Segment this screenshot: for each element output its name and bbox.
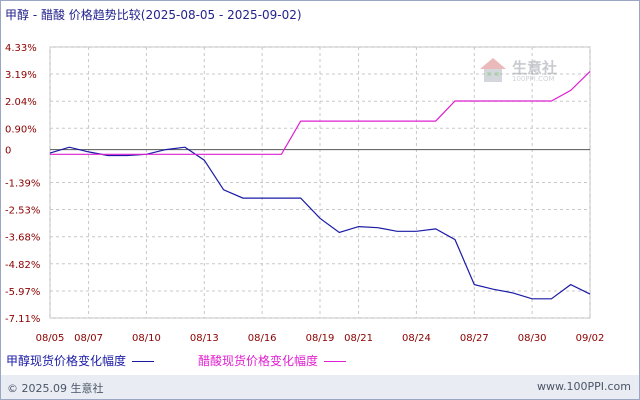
series-lines <box>49 70 591 300</box>
legend-label-methanol: 甲醇现货价格变化幅度 <box>6 354 127 368</box>
y-tick-label: -4.82% <box>5 260 40 271</box>
y-axis-ticks: 4.33% 3.19% 2.04% 0.90% 0 -1.39% -2.53% -3.68% -… <box>5 43 40 325</box>
watermark-text: 生意社 <box>512 59 558 77</box>
legend-swatch-acetic <box>324 361 347 362</box>
x-tick-label: 08/16 <box>248 333 277 344</box>
y-tick-label: -2.53% <box>5 206 40 217</box>
x-tick-label: 08/19 <box>306 333 335 344</box>
legend-item-methanol: 甲醇现货价格变化幅度 <box>6 352 155 369</box>
x-tick-label: 08/27 <box>460 333 489 344</box>
x-tick-label: 08/07 <box>74 333 103 344</box>
y-tick-label: 4.33% <box>5 43 37 54</box>
chart-title: 甲醇 - 醋酸 价格趋势比较(2025-08-05 - 2025-09-02) <box>5 8 302 22</box>
x-tick-label: 08/13 <box>190 333 219 344</box>
copyright-text: © 2025.09 生意社 <box>7 382 104 395</box>
site-url-link[interactable]: www.100PPI.com <box>537 380 631 393</box>
legend-swatch-methanol <box>132 361 155 362</box>
y-tick-label: 0.90% <box>5 124 37 135</box>
grid <box>49 46 591 319</box>
y-tick-label: 3.19% <box>5 70 37 81</box>
x-tick-label: 08/24 <box>402 333 431 344</box>
series-line-acetic <box>50 70 591 155</box>
x-tick-label: 08/21 <box>344 333 373 344</box>
x-tick-label: 08/10 <box>132 333 161 344</box>
y-tick-label: 2.04% <box>5 97 37 108</box>
y-tick-label: -1.39% <box>5 179 40 190</box>
watermark-subtext: 100PPI.COM <box>512 75 555 83</box>
footer-bar: © 2025.09 生意社 www.100PPI.com <box>1 375 639 399</box>
watermark-logo: 生意社 100PPI.COM <box>478 56 578 86</box>
x-axis-ticks: 08/05 08/07 08/10 08/13 08/16 08/19 08/21 08/24… <box>36 333 605 344</box>
x-tick-label: 09/02 <box>576 333 605 344</box>
y-tick-label: -3.68% <box>5 233 40 244</box>
legend-label-acetic: 醋酸现货价格变化幅度 <box>198 354 319 368</box>
y-tick-label: -5.97% <box>5 287 40 298</box>
x-tick-label: 08/05 <box>36 333 65 344</box>
y-tick-label: -7.11% <box>5 314 40 325</box>
legend-item-acetic: 醋酸现货价格变化幅度 <box>198 352 347 369</box>
x-tick-label: 08/30 <box>518 333 547 344</box>
y-tick-label: 0 <box>5 146 11 157</box>
house-logo-icon <box>480 58 506 82</box>
